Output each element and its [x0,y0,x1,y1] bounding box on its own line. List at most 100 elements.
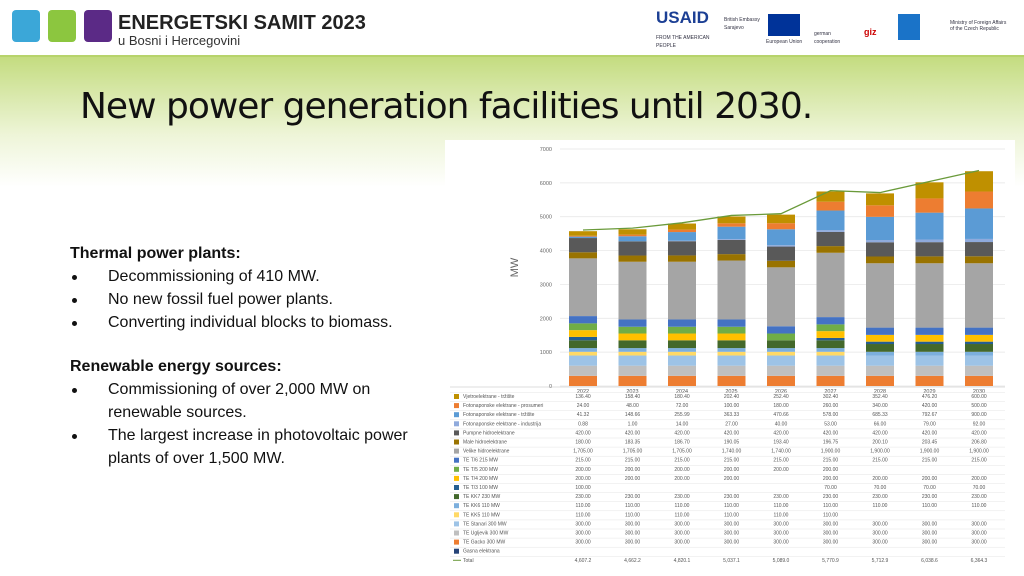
bar-segment [569,336,597,341]
table-value: 215.00 [674,458,690,464]
table-value: 1,900.00 [870,449,890,455]
legend-label: TE T/6 215 MW [463,458,498,464]
table-value: 92.00 [973,421,986,427]
table-value: 0.88 [578,421,588,427]
x-tick-label: 2025 [725,389,737,395]
table-value: 110.00 [774,503,789,509]
bar-segment [717,365,746,376]
table-value: 70.00 [923,485,936,491]
bar-segment [767,223,795,230]
x-tick-label: 2023 [626,389,638,395]
bar-segment [569,316,597,324]
table-value: 200.00 [724,467,740,473]
bar-segment [569,238,597,253]
table-value: 206.80 [971,440,987,446]
x-tick-label: 2022 [577,389,589,395]
bar-segment [717,319,746,327]
table-value: 300.00 [674,531,690,537]
table-value: 230.00 [724,494,740,500]
bar-segment [668,348,696,352]
table-value: 500.00 [971,403,987,409]
table-value: 420.00 [971,430,987,436]
table-value: 352.40 [872,394,888,400]
table-value: 340.00 [872,403,888,409]
table-value: 1.00 [628,421,638,427]
table-value: 4,662.2 [624,558,641,564]
bar-segment [866,344,894,352]
legend-swatch [454,403,459,409]
table-value: 200.00 [724,476,740,482]
bar-segment [668,333,696,341]
table-value: 300.00 [625,521,641,527]
table-value: 110.00 [675,503,690,509]
bar-segment [866,216,894,241]
table-value: 230.00 [674,494,690,500]
table-value: 110.00 [873,503,888,509]
x-tick-label: 2029 [923,389,935,395]
bar-segment [816,331,845,338]
table-value: 200.00 [575,476,591,482]
legend-swatch [454,394,459,399]
table-value: 470.66 [773,412,789,418]
bar-segment [767,340,795,349]
table-value: 300.00 [674,540,690,546]
table-value: 230.00 [773,494,789,500]
bar-segment [618,340,647,349]
table-value: 215.00 [922,458,938,464]
bar-segment [569,330,597,337]
bar-segment [866,240,894,243]
table-value: 190.05 [724,440,740,446]
bar-segment [866,263,894,328]
table-value: 79.00 [923,421,936,427]
table-value: 300.00 [971,531,987,537]
table-value: 110.00 [823,512,838,518]
bar-segment [717,239,746,255]
legend-label: TE Ugljevik 300 MW [463,531,509,537]
legend-swatch [454,412,459,418]
bar-segment [668,340,696,349]
table-value: 200.00 [625,476,641,482]
bar-segment [569,231,597,236]
legend-label: Male hidroelektrane [463,440,507,446]
table-value: 300.00 [724,521,740,527]
legend-swatch [454,430,459,436]
partner: giz [864,27,877,37]
bar-segment [767,214,795,224]
table-value: 230.00 [872,494,888,500]
table-value: 420.00 [922,430,938,436]
bar-segment [816,348,845,352]
bar-segment [569,355,597,366]
table-value: 6,364.3 [971,558,988,564]
bar-segment [965,242,993,257]
legend-label: TE T/5 200 MW [463,467,498,473]
bar-segment [668,326,696,334]
table-value: 53.00 [824,421,837,427]
bar-segment [767,351,795,356]
brand-subtitle: u Bosni i Hercegovini [118,33,241,48]
bar-segment [767,333,795,341]
legend-swatch [454,530,459,536]
legend-swatch [454,548,459,554]
legend-swatch [454,521,459,527]
table-value: 1,740.00 [722,449,742,455]
table-value: 1,740.00 [771,449,791,455]
table-value: 300.00 [575,521,591,527]
partner: USAID [656,8,709,27]
table-value: 158.40 [625,394,641,400]
table-value: 110.00 [625,512,640,518]
bar-segment [915,334,944,342]
table-value: 300.00 [971,540,987,546]
bar-segment [618,375,647,386]
bar-segment [915,263,944,328]
bar-segment [717,216,746,224]
bullet: Commissioning of over 2,000 MW on renewa… [72,378,430,424]
table-value: 110.00 [972,503,987,509]
table-value: 66.00 [874,421,887,427]
partner: german cooperation [814,31,841,45]
y-tick-label: 3000 [540,282,552,288]
bar-segment [618,241,647,256]
bar-segment [569,340,597,349]
total-line [582,169,980,231]
table-value: 100.00 [575,485,591,491]
bar-segment [866,193,894,206]
